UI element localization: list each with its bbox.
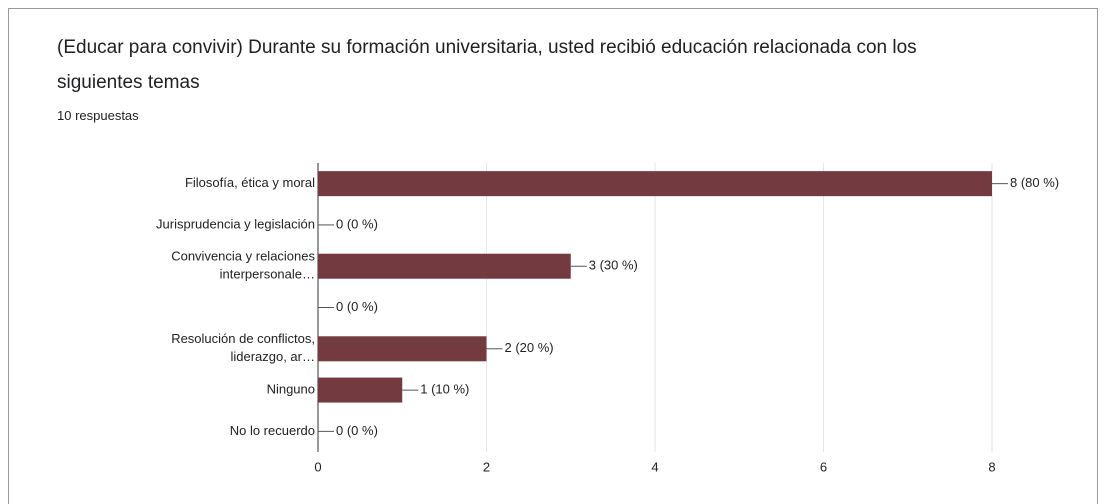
value-label: 0 (0 %) (336, 299, 378, 314)
bar (318, 336, 487, 362)
value-label: 0 (0 %) (336, 216, 378, 231)
x-tick-label: 2 (483, 459, 490, 474)
x-tick-label: 6 (820, 459, 827, 474)
x-tick-label: 8 (988, 459, 995, 474)
y-tick-label: No lo recuerdo (230, 423, 315, 438)
value-label: 1 (10 %) (420, 382, 469, 397)
bar (318, 377, 403, 403)
value-label: 8 (80 %) (1010, 175, 1059, 190)
value-label: 3 (30 %) (589, 258, 638, 273)
y-tick-label: Convivencia y relaciones (171, 249, 315, 264)
value-label: 2 (20 %) (505, 340, 554, 355)
y-tick-label: Ninguno (267, 382, 315, 397)
card-border (8, 8, 1098, 504)
bar (318, 171, 992, 197)
y-tick-label: Filosofía, ética y moral (185, 175, 315, 190)
y-tick-label: Jurisprudencia y legislación (156, 216, 315, 231)
response-count: 10 respuestas (57, 108, 139, 123)
y-tick-label: liderazgo, ar… (230, 349, 315, 364)
x-tick-label: 0 (314, 459, 321, 474)
x-tick-label: 4 (651, 459, 658, 474)
bar (318, 253, 571, 279)
value-label: 0 (0 %) (336, 423, 378, 438)
chart-title: (Educar para convivir) Durante su formac… (57, 37, 917, 93)
y-tick-label: interpersonale… (220, 267, 315, 282)
y-tick-label: Resolución de conflictos, (171, 331, 315, 346)
